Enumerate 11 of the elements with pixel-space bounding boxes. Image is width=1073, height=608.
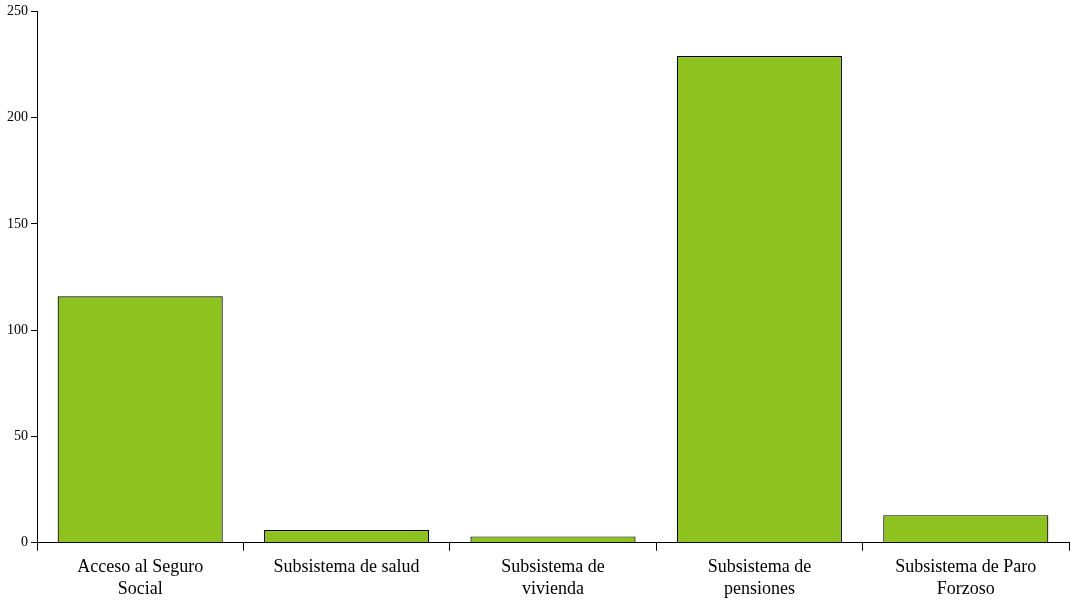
x-tick-label: Acceso al Seguro Social — [77, 556, 204, 598]
y-tick-label: 250 — [7, 3, 28, 19]
y-tick-label: 0 — [21, 534, 28, 550]
y-tick-label: 150 — [7, 215, 28, 231]
x-tick-label: Subsistema de salud — [273, 556, 420, 577]
y-tick-label: 200 — [7, 109, 28, 125]
x-tick-label: Subsistema de pensiones — [707, 556, 812, 598]
x-tick-label: Subsistema de vivienda — [501, 556, 605, 598]
x-tick-label: Subsistema de Paro Forzoso — [895, 556, 1037, 598]
y-tick-label: 50 — [14, 428, 28, 444]
y-tick-label: 100 — [7, 321, 28, 337]
